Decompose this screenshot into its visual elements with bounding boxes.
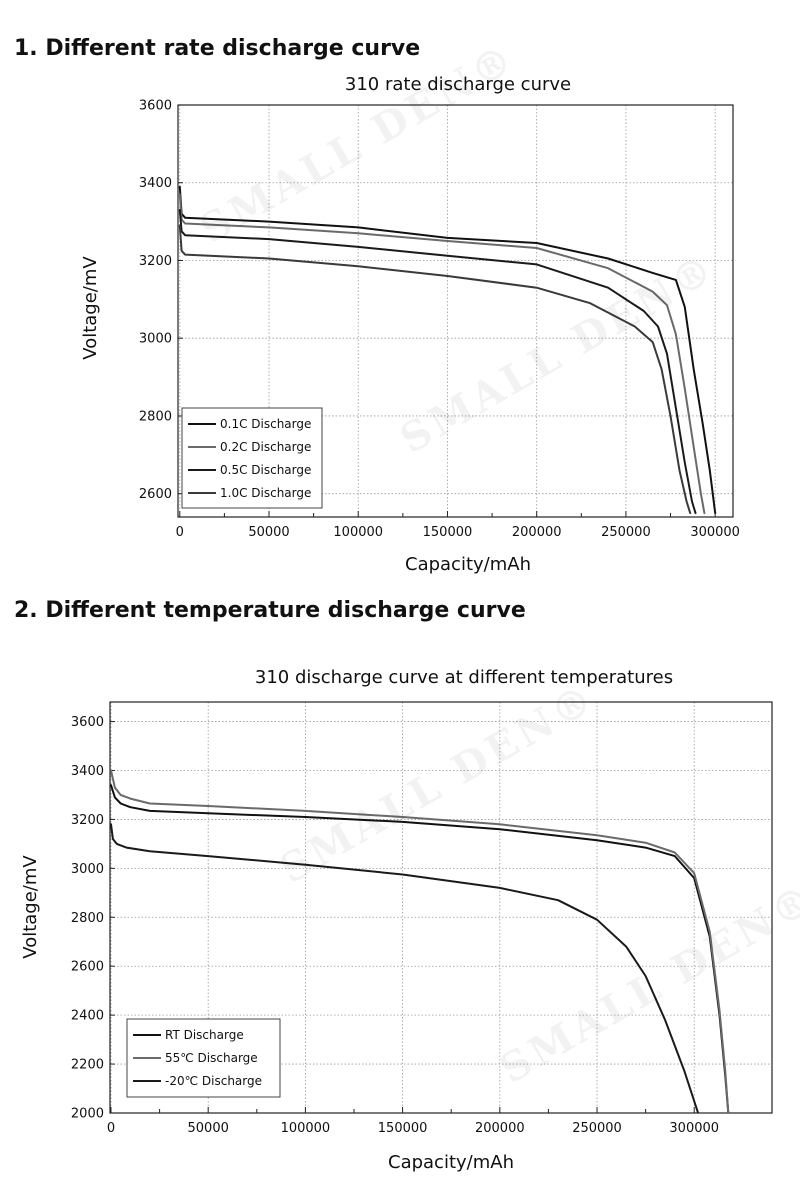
plot-frame — [177, 104, 734, 518]
y-tick-label: 2000 — [71, 1107, 104, 1122]
y-tick-label: 2400 — [71, 1009, 104, 1024]
x-tick-label: 0 — [107, 1121, 115, 1136]
y-tick-label: 3200 — [71, 813, 104, 828]
rate-discharge-chart: 310 rate discharge curve 2600 2800 3000 3200… — [80, 74, 740, 575]
series-line — [110, 823, 700, 1113]
x-tick-label: 100000 — [281, 1121, 331, 1136]
x-axis-label: Capacity/mAh — [388, 1152, 514, 1173]
x-tick-label: 150000 — [423, 525, 473, 540]
y-tick-label: 2800 — [71, 911, 104, 926]
chart-title: 310 rate discharge curve — [345, 74, 571, 95]
x-tick-label: 300000 — [669, 1121, 719, 1136]
x-axis-label: Capacity/mAh — [405, 554, 531, 575]
x-tick-label: 50000 — [188, 1121, 229, 1136]
y-axis-label: Voltage/mV — [20, 855, 41, 959]
legend: RT Discharge 55℃ Discharge -20℃ Discharge — [126, 1018, 281, 1098]
y-tick-label: 3400 — [71, 764, 104, 779]
series-group — [178, 185, 717, 515]
y-tick-label: 3000 — [71, 862, 104, 877]
legend-label: 55℃ Discharge — [165, 1051, 258, 1065]
y-tick-label: 2200 — [71, 1058, 104, 1073]
x-tick-label: 300000 — [690, 525, 740, 540]
x-tick-label: 200000 — [475, 1121, 525, 1136]
legend-label: 1.0C Discharge — [220, 486, 311, 500]
legend-label: RT Discharge — [165, 1028, 244, 1042]
section-1-heading: 1. Different rate discharge curve — [14, 36, 421, 61]
series-line — [178, 193, 706, 515]
x-tick-label: 100000 — [333, 525, 383, 540]
y-axis-label: Voltage/mV — [80, 256, 101, 360]
series-group — [110, 769, 730, 1113]
plot-frame — [109, 701, 773, 1114]
y-tick-label: 3600 — [139, 99, 172, 114]
y-tick-label: 2800 — [139, 409, 172, 424]
y-tick-label: 3000 — [139, 332, 172, 347]
temperature-discharge-chart: 310 discharge curve at different tempera… — [20, 667, 773, 1173]
chart-title: 310 discharge curve at different tempera… — [255, 667, 673, 688]
y-tick-label: 2600 — [71, 960, 104, 975]
series-line — [178, 185, 717, 515]
legend-label: 0.1C Discharge — [220, 417, 311, 431]
y-tick-label: 3200 — [139, 254, 172, 269]
x-tick-label: 250000 — [601, 525, 651, 540]
y-tick-label: 3600 — [71, 715, 104, 730]
legend-label: 0.5C Discharge — [220, 463, 311, 477]
series-line — [110, 769, 730, 1113]
x-tick-label: 50000 — [248, 525, 289, 540]
y-tick-label: 2600 — [139, 487, 172, 502]
legend-label: -20℃ Discharge — [165, 1074, 262, 1088]
y-tick-label: 3400 — [139, 176, 172, 191]
section-2-heading: 2. Different temperature discharge curve — [14, 598, 526, 623]
series-line — [178, 208, 697, 515]
x-tick-label: 0 — [176, 525, 184, 540]
x-tick-label: 200000 — [512, 525, 562, 540]
series-line — [178, 224, 692, 515]
x-tick-label: 150000 — [378, 1121, 428, 1136]
legend-label: 0.2C Discharge — [220, 440, 311, 454]
legend: 0.1C Discharge 0.2C Discharge 0.5C Dischar… — [181, 407, 323, 509]
x-tick-label: 250000 — [572, 1121, 622, 1136]
